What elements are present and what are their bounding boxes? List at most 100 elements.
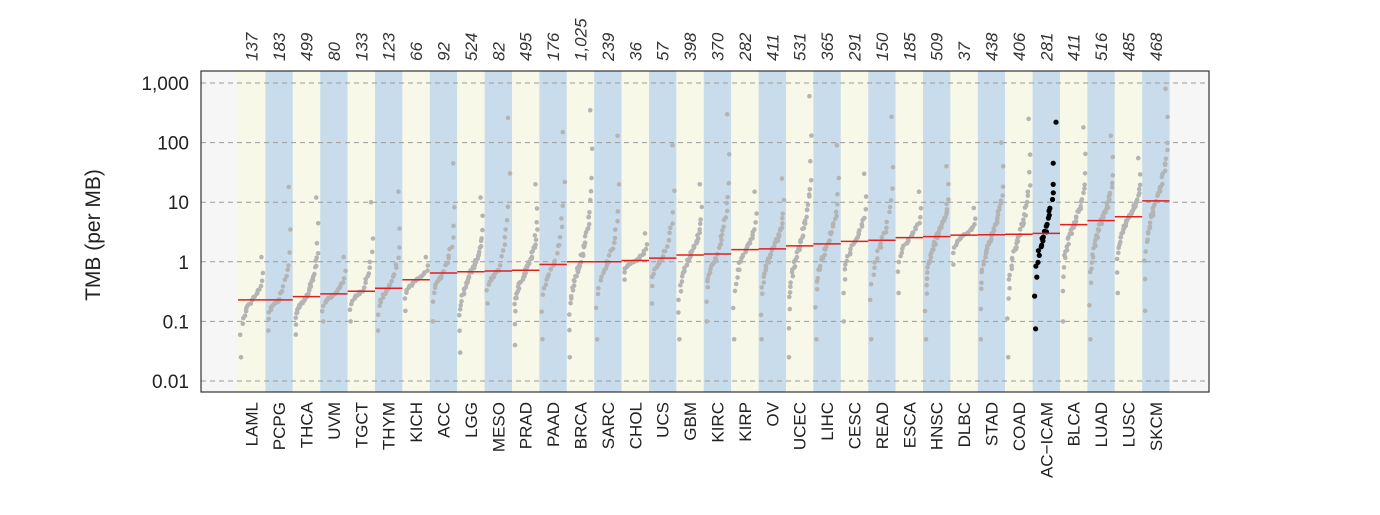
point-brca <box>582 233 588 239</box>
point-stad <box>983 254 988 260</box>
point-ucec <box>787 306 793 312</box>
count-ucec: 531 <box>791 33 810 61</box>
point-paad <box>540 292 546 298</box>
point-ov <box>761 280 767 285</box>
point-paad <box>562 179 568 185</box>
point-brca <box>567 312 572 317</box>
point-blca <box>1081 190 1086 196</box>
point-skcm <box>1165 114 1170 120</box>
point-skcm <box>1162 161 1168 166</box>
point-hnsc <box>932 240 938 246</box>
point-lihc <box>833 209 839 215</box>
band-dlbc <box>950 71 978 392</box>
band-kich <box>402 71 430 392</box>
point-ucec <box>800 233 806 239</box>
plot-frame <box>200 70 1210 393</box>
point-ucec <box>790 273 796 279</box>
point-sarc <box>613 227 618 232</box>
y-tick-label: 100 <box>157 134 189 155</box>
point-kirp <box>747 240 753 246</box>
point-kirp <box>733 281 739 287</box>
point-kirp <box>737 267 742 273</box>
point-hnsc <box>943 215 948 220</box>
point-lihc <box>836 175 842 181</box>
point-kirc <box>721 224 726 229</box>
point-ac-icam <box>1050 190 1056 196</box>
point-coad <box>1025 189 1031 195</box>
point-thca <box>293 315 299 321</box>
point-lihc <box>831 221 836 226</box>
point-brca <box>567 327 572 333</box>
point-skcm <box>1165 147 1170 153</box>
point-coad <box>1005 316 1010 321</box>
point-gbm <box>697 182 703 187</box>
point-blca <box>1081 125 1086 130</box>
point-coad <box>1014 245 1019 250</box>
point-skcm <box>1150 209 1156 214</box>
point-ov <box>781 197 787 203</box>
point-cesc <box>847 250 853 256</box>
point-read <box>883 230 889 235</box>
point-thym <box>393 262 399 267</box>
point-paad <box>560 129 566 135</box>
band-sarc <box>594 71 622 392</box>
point-cesc <box>862 215 867 221</box>
category-ac-icam: AC−ICAM <box>1037 402 1056 478</box>
count-kirc: 370 <box>709 32 728 61</box>
point-meso <box>497 263 503 268</box>
point-thca <box>293 332 299 337</box>
point-luad <box>1090 252 1095 257</box>
point-lgg <box>461 291 467 296</box>
point-ucec <box>787 290 793 295</box>
point-lgg <box>457 350 463 355</box>
point-kirp <box>753 220 758 225</box>
point-paad <box>559 216 564 221</box>
point-blca <box>1082 182 1087 187</box>
point-read <box>878 245 884 250</box>
point-read <box>884 219 889 225</box>
count-read: 150 <box>873 32 892 61</box>
point-coad <box>1026 116 1031 122</box>
point-lihc <box>834 213 839 219</box>
point-acc <box>452 205 457 210</box>
band-prad <box>512 71 540 392</box>
point-tgct <box>367 259 373 265</box>
point-coad <box>1023 213 1028 218</box>
point-ucec <box>808 158 813 164</box>
point-ov <box>777 232 782 238</box>
point-lusc <box>1137 191 1142 196</box>
point-blca <box>1064 247 1070 253</box>
point-hnsc <box>928 258 933 264</box>
point-sarc <box>598 278 604 283</box>
count-cesc: 291 <box>846 33 865 62</box>
category-lusc: LUSC <box>1120 402 1139 447</box>
point-kirc <box>726 180 732 186</box>
count-lusc: 485 <box>1120 32 1139 61</box>
point-coad <box>1027 183 1033 188</box>
point-tgct <box>367 265 373 271</box>
point-ac-icam <box>1046 212 1052 218</box>
point-luad <box>1110 173 1116 178</box>
point-cesc <box>857 228 862 233</box>
point-ov <box>780 211 785 217</box>
point-thym <box>397 226 402 231</box>
point-meso <box>504 217 510 223</box>
point-lusc <box>1133 204 1138 209</box>
point-paad <box>546 272 551 277</box>
point-stad <box>978 337 984 342</box>
count-kich: 66 <box>407 42 426 61</box>
point-luad <box>1088 280 1094 286</box>
point-blca <box>1073 219 1079 224</box>
point-stad <box>979 267 985 273</box>
point-hnsc <box>925 270 930 275</box>
count-dlbc: 37 <box>955 42 974 61</box>
point-cesc <box>863 207 869 212</box>
point-lusc <box>1121 227 1126 232</box>
point-lusc <box>1137 172 1143 177</box>
point-esca <box>896 290 901 296</box>
point-brca <box>587 210 592 215</box>
count-blca: 411 <box>1065 34 1084 61</box>
category-skcm: SKCM <box>1147 402 1166 451</box>
point-blca <box>1082 186 1087 191</box>
category-sarc: SARC <box>599 402 618 449</box>
